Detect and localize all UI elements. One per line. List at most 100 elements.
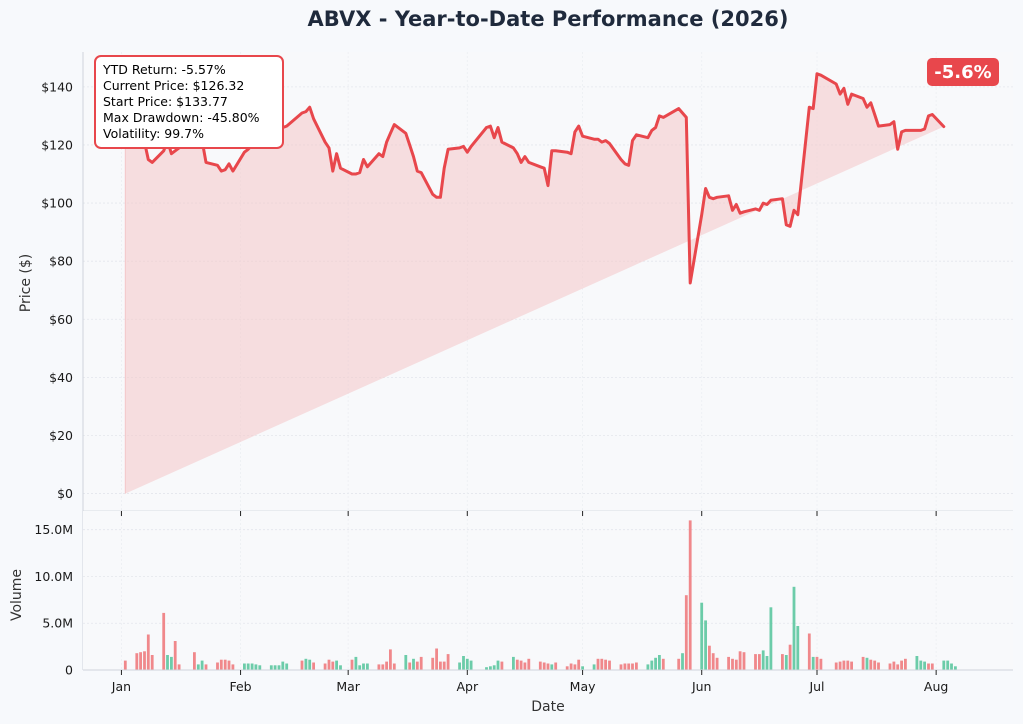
volume-bar xyxy=(708,645,711,670)
volume-bar xyxy=(135,653,139,670)
volume-bar xyxy=(688,520,692,670)
x-axis: Jan Feb Mar Apr May Jun Jul Aug xyxy=(83,511,1013,694)
volume-bar xyxy=(392,663,396,670)
volume-bar xyxy=(954,666,957,670)
volume-bar xyxy=(177,664,181,670)
price-y-tick-label: $40 xyxy=(49,370,73,385)
volume-y-tick-label: 5.0M xyxy=(42,616,73,631)
volume-bar xyxy=(604,659,607,670)
volume-bar xyxy=(439,661,442,670)
volume-bar xyxy=(715,657,719,670)
x-tick-label: Jun xyxy=(691,679,712,694)
price-y-tick-label: $60 xyxy=(49,312,73,327)
volume-bar xyxy=(246,663,250,670)
volume-bar xyxy=(331,661,335,670)
volume-bar xyxy=(385,661,388,670)
volume-bar xyxy=(742,652,746,670)
return-badge-label: -5.6% xyxy=(934,62,991,83)
volume-bar xyxy=(765,656,769,670)
volume-bar xyxy=(711,653,715,670)
volume-bar xyxy=(877,662,880,670)
volume-bar xyxy=(927,663,930,670)
volume-bar xyxy=(546,663,550,670)
volume-panel: 0 5.0M 10.0M 15.0M Volume Jan Feb Mar Apr May Ju… xyxy=(9,511,1013,715)
volume-bar xyxy=(431,657,435,670)
volume-bar xyxy=(646,664,650,670)
volume-bar xyxy=(285,663,289,670)
stats-box-frame xyxy=(94,55,284,149)
volume-bar xyxy=(485,667,488,670)
volume-bar xyxy=(465,658,469,670)
volume-y-axis: 0 5.0M 10.0M 15.0M xyxy=(34,522,73,677)
volume-bar xyxy=(819,658,823,670)
volume-bar xyxy=(942,660,946,670)
volume-bar xyxy=(281,661,285,670)
x-tick-label: Feb xyxy=(229,679,251,694)
stats-line: Current Price: $126.32 xyxy=(103,78,244,93)
volume-bar xyxy=(170,656,173,670)
price-y-axis: $0 $20 $40 $60 $80 $100 $120 $140 xyxy=(41,79,73,501)
volume-bar xyxy=(193,652,196,670)
volume-bar xyxy=(811,656,815,670)
volume-plot-area xyxy=(83,511,1013,670)
volume-bar xyxy=(792,586,796,670)
volume-bar xyxy=(681,653,684,670)
volume-bar xyxy=(896,664,900,670)
volume-bar xyxy=(619,664,623,670)
stats-line: Start Price: $133.77 xyxy=(103,94,228,109)
x-tick-label: Aug xyxy=(924,679,948,694)
volume-bar xyxy=(139,652,142,670)
volume-bar xyxy=(162,612,166,670)
volume-bar xyxy=(904,658,907,670)
volume-bar xyxy=(807,633,811,670)
volume-bar xyxy=(254,664,258,670)
volume-bar xyxy=(269,665,273,670)
volume-bar xyxy=(216,662,219,670)
volume-bar xyxy=(838,661,842,670)
volume-bar xyxy=(635,662,638,670)
price-y-tick-label: $100 xyxy=(41,196,73,211)
x-tick-label: Mar xyxy=(336,679,360,694)
volume-bar xyxy=(404,655,408,670)
volume-bar xyxy=(930,663,934,670)
volume-bar xyxy=(754,654,757,670)
volume-bar xyxy=(327,659,331,670)
volume-bar xyxy=(796,626,800,670)
volume-bar xyxy=(554,662,558,670)
volume-bar xyxy=(900,660,903,670)
volume-bar xyxy=(227,660,231,670)
volume-bar xyxy=(377,664,381,670)
volume-bar xyxy=(677,658,681,670)
x-tick-label: May xyxy=(570,679,596,694)
volume-bar xyxy=(173,641,177,670)
volume-bar xyxy=(731,658,734,670)
stats-line: Max Drawdown: -45.80% xyxy=(103,110,260,125)
volume-bar xyxy=(654,657,657,670)
volume-bar xyxy=(738,651,742,670)
price-y-axis-label: Price ($) xyxy=(18,254,34,312)
volume-bar xyxy=(946,660,950,670)
volume-bar xyxy=(869,659,873,670)
volume-bar xyxy=(592,664,596,670)
volume-bar xyxy=(815,656,819,670)
volume-bar xyxy=(358,665,362,670)
volume-y-axis-label: Volume xyxy=(9,569,25,621)
volume-bar xyxy=(362,663,365,670)
volume-bar xyxy=(389,649,392,670)
volume-bar xyxy=(527,658,531,670)
volume-bar xyxy=(542,662,546,670)
volume-bar xyxy=(923,661,926,670)
volume-bar xyxy=(573,664,577,670)
x-axis-label: Date xyxy=(531,699,564,715)
volume-bar xyxy=(500,661,504,670)
volume-bar xyxy=(658,655,661,670)
volume-bar xyxy=(200,660,204,670)
volume-bar xyxy=(834,662,838,670)
volume-bar xyxy=(166,655,169,670)
volume-bar xyxy=(412,658,415,670)
volume-bar xyxy=(550,664,554,670)
volume-bar xyxy=(277,665,281,670)
volume-bar xyxy=(462,656,465,670)
volume-bar xyxy=(204,664,208,670)
